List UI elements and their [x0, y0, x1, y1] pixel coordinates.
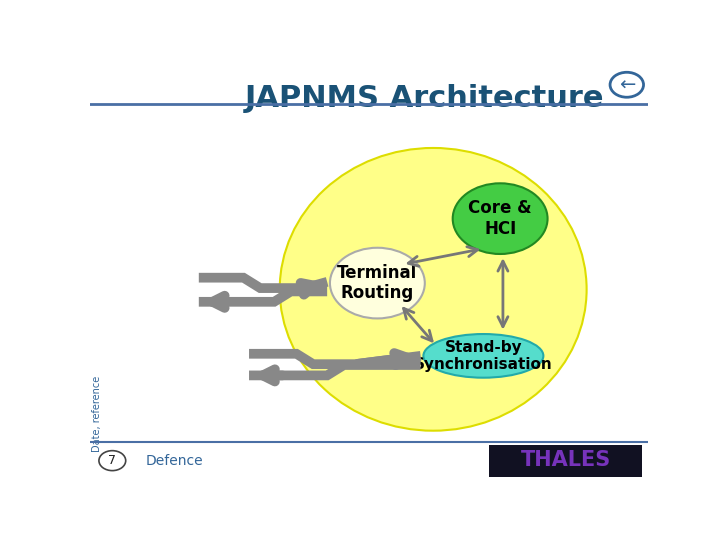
Text: Date, reference: Date, reference — [92, 376, 102, 452]
Text: JAPNMS Architecture: JAPNMS Architecture — [245, 84, 605, 112]
Circle shape — [610, 72, 644, 97]
Ellipse shape — [423, 334, 544, 377]
Ellipse shape — [280, 148, 587, 431]
Circle shape — [453, 183, 547, 254]
FancyBboxPatch shape — [489, 445, 642, 477]
Circle shape — [99, 451, 126, 471]
Text: THALES: THALES — [521, 450, 611, 470]
Text: 7: 7 — [108, 454, 117, 467]
Text: Core &
HCI: Core & HCI — [468, 199, 532, 238]
Text: Defence: Defence — [145, 454, 204, 468]
Text: Stand-by
Synchronisation: Stand-by Synchronisation — [414, 340, 553, 372]
Text: Terminal
Routing: Terminal Routing — [337, 264, 418, 302]
Text: ←: ← — [618, 75, 635, 94]
Circle shape — [330, 248, 425, 319]
